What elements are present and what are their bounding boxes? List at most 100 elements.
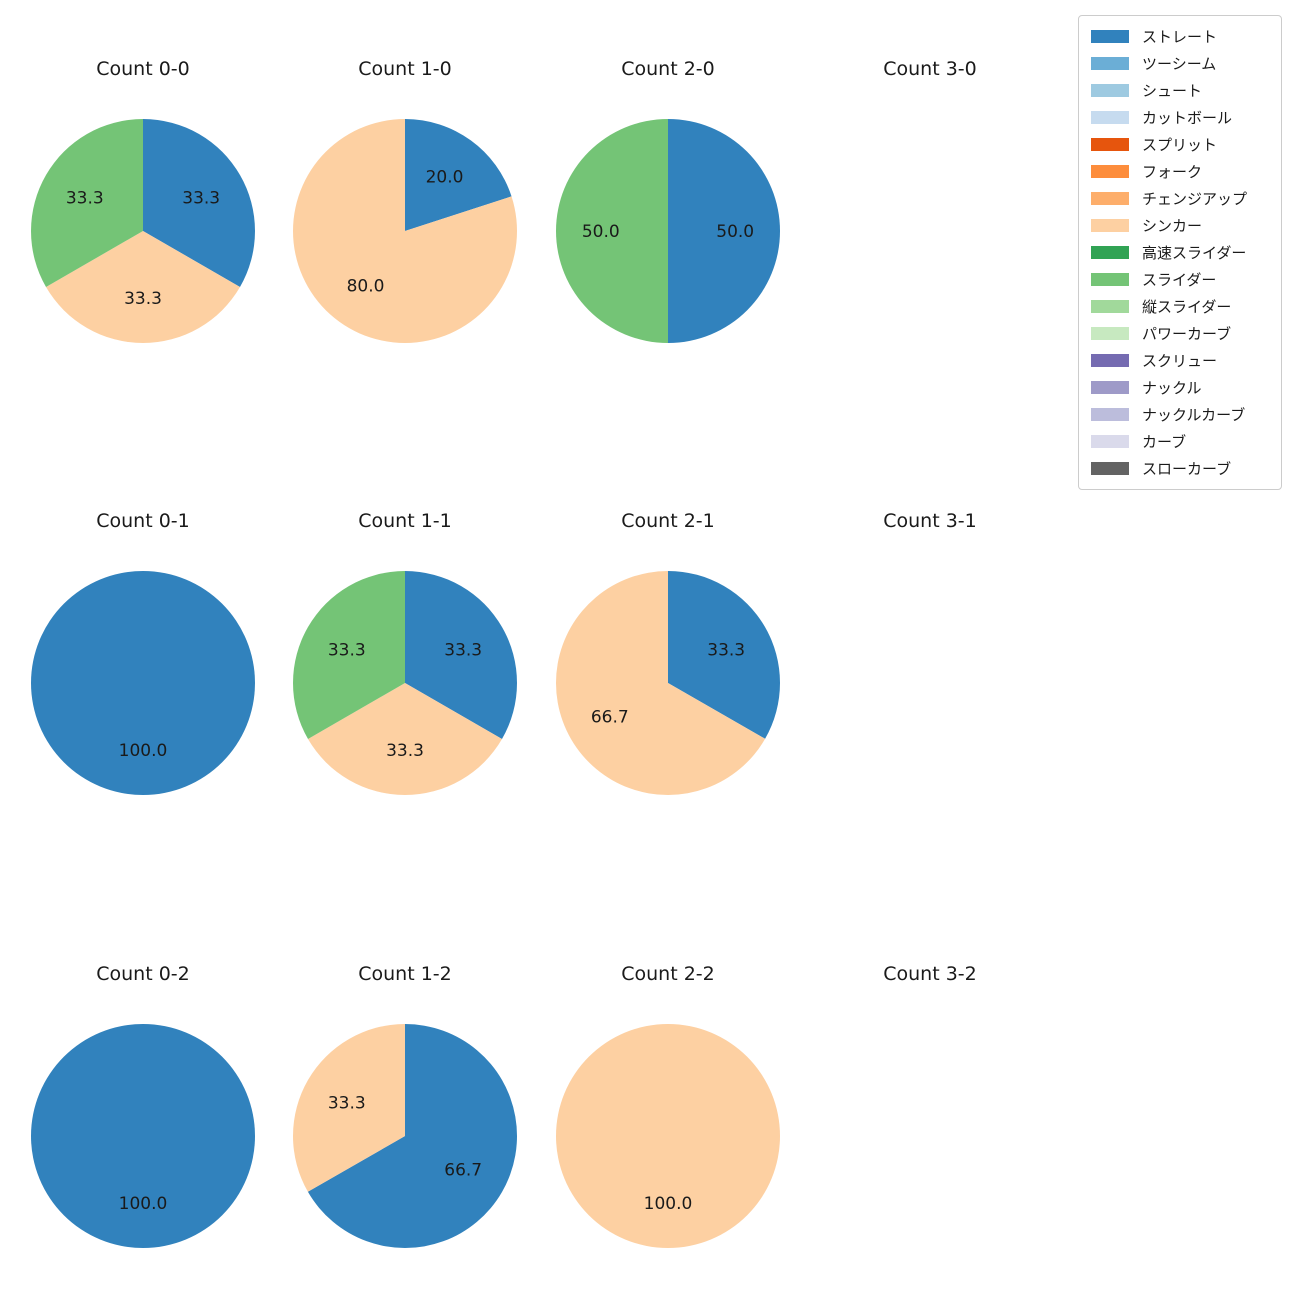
pie-slice <box>31 119 144 287</box>
chart-cell: Count 1-1 33.3 33.3 33.3 <box>274 510 536 796</box>
pie-chart <box>817 118 1043 344</box>
pie-slice <box>293 571 405 739</box>
legend-swatch <box>1091 57 1129 70</box>
chart-title: Count 2-0 <box>621 58 715 80</box>
legend: ストレートツーシームシュートカットボールスプリットフォークチェンジアップ シンカー… <box>1078 15 1282 490</box>
legend-swatch <box>1091 111 1129 124</box>
legend-label: スクリュー <box>1142 352 1218 370</box>
legend-label: チェンジアップ <box>1142 190 1248 208</box>
chart-title: Count 2-2 <box>621 963 715 985</box>
legend-swatch <box>1091 300 1129 313</box>
legend-label: ナックルカーブ <box>1142 406 1246 424</box>
pie-slice-label: 33.3 <box>386 741 424 761</box>
pie-slice <box>293 119 518 343</box>
pie-chart: 100.0 <box>31 571 255 795</box>
pie-slice-label: 20.0 <box>426 168 464 188</box>
legend-swatch <box>1091 138 1129 151</box>
pie-slice <box>46 231 240 343</box>
pie-slice-label: 33.3 <box>328 1093 366 1113</box>
legend-label: カーブ <box>1142 433 1187 451</box>
chart-cell: Count 0-2 100.0 <box>12 963 274 1249</box>
chart-cell: Count 1-2 66.7 33.3 <box>274 963 536 1249</box>
legend-item: スライダー <box>1091 266 1281 293</box>
pie-slice <box>143 119 255 287</box>
chart-cell: Count 2-1 33.3 66.7 <box>537 510 799 796</box>
legend-item: ツーシーム <box>1091 50 1281 77</box>
pie-slice <box>308 683 502 795</box>
legend-swatch <box>1091 381 1129 394</box>
legend-swatch <box>1091 30 1129 43</box>
legend-swatch <box>1091 219 1129 232</box>
legend-label: カットボール <box>1142 109 1233 127</box>
pie-chart <box>817 570 1043 796</box>
chart-title: Count 0-1 <box>96 510 190 532</box>
pie-slice <box>405 571 517 739</box>
legend-label: パワーカーブ <box>1142 325 1232 343</box>
legend-item: パワーカーブ <box>1091 320 1281 347</box>
pie-slice-label: 50.0 <box>716 222 754 242</box>
chart-title: Count 3-2 <box>883 963 977 985</box>
legend-item: フォーク <box>1091 158 1281 185</box>
legend-item: 高速スライダー <box>1091 239 1281 266</box>
pie-slice-label: 66.7 <box>591 708 629 728</box>
chart-title: Count 1-0 <box>358 58 452 80</box>
legend-item: ナックルカーブ <box>1091 401 1281 428</box>
pie-slice <box>556 571 766 795</box>
legend-swatch <box>1091 273 1129 286</box>
legend-item: シュート <box>1091 77 1281 104</box>
legend-list: ストレートツーシームシュートカットボールスプリットフォークチェンジアップ シンカー… <box>1091 23 1281 482</box>
legend-swatch <box>1091 462 1129 475</box>
chart-title: Count 0-2 <box>96 963 190 985</box>
pie-slice-label: 100.0 <box>119 1194 168 1214</box>
legend-label: 高速スライダー <box>1142 244 1247 262</box>
chart-cell: Count 1-0 20.0 80.0 <box>274 58 536 344</box>
legend-label: フォーク <box>1142 163 1203 181</box>
pie-slice <box>293 1024 405 1192</box>
legend-label: スローカーブ <box>1142 460 1232 478</box>
legend-swatch <box>1091 327 1129 340</box>
pie-slice <box>668 571 780 739</box>
legend-swatch <box>1091 408 1129 421</box>
pie-chart: 66.7 33.3 <box>293 1024 518 1248</box>
legend-label: ナックル <box>1142 379 1202 397</box>
chart-title: Count 3-0 <box>883 58 977 80</box>
chart-title: Count 1-1 <box>358 510 452 532</box>
chart-cell: Count 3-0 <box>799 58 1061 344</box>
pie-chart <box>817 1023 1043 1249</box>
legend-swatch <box>1091 84 1129 97</box>
pie-chart: 33.3 66.7 <box>556 571 780 795</box>
pie-chart: 100.0 <box>556 1024 780 1248</box>
chart-cell: Count 3-1 <box>799 510 1061 796</box>
pie-slice <box>668 119 780 343</box>
pie-chart: 33.3 33.3 33.3 <box>293 571 517 795</box>
pie-slice <box>31 571 255 795</box>
chart-title: Count 3-1 <box>883 510 977 532</box>
pie-slice-label: 33.3 <box>707 640 745 660</box>
legend-swatch <box>1091 246 1129 259</box>
chart-cell: Count 2-0 50.0 50.0 <box>537 58 799 344</box>
legend-item: スクリュー <box>1091 347 1281 374</box>
legend-item: スプリット <box>1091 131 1281 158</box>
pie-chart: 100.0 <box>31 1024 255 1248</box>
legend-swatch <box>1091 435 1129 448</box>
legend-item: スローカーブ <box>1091 455 1281 482</box>
pie-slice <box>556 1024 780 1248</box>
pie-slice <box>556 119 668 343</box>
legend-item: カーブ <box>1091 428 1281 455</box>
legend-label: ストレート <box>1142 28 1218 46</box>
chart-title: Count 2-1 <box>621 510 715 532</box>
pie-chart: 33.3 33.3 33.3 <box>31 119 255 343</box>
pie-slice <box>405 119 512 231</box>
legend-label: シンカー <box>1142 217 1203 235</box>
legend-swatch <box>1091 165 1129 178</box>
pie-chart: 20.0 80.0 <box>293 119 518 343</box>
pie-slice-label: 33.3 <box>444 640 482 660</box>
chart-cell: Count 2-2 100.0 <box>537 963 799 1249</box>
legend-item: ストレート <box>1091 23 1281 50</box>
legend-label: シュート <box>1142 82 1203 100</box>
pie-slice-label: 50.0 <box>582 222 620 242</box>
chart-title: Count 1-2 <box>358 963 452 985</box>
legend-item: カットボール <box>1091 104 1281 131</box>
pie-slice-label: 33.3 <box>182 188 220 208</box>
legend-label: スライダー <box>1142 271 1217 289</box>
